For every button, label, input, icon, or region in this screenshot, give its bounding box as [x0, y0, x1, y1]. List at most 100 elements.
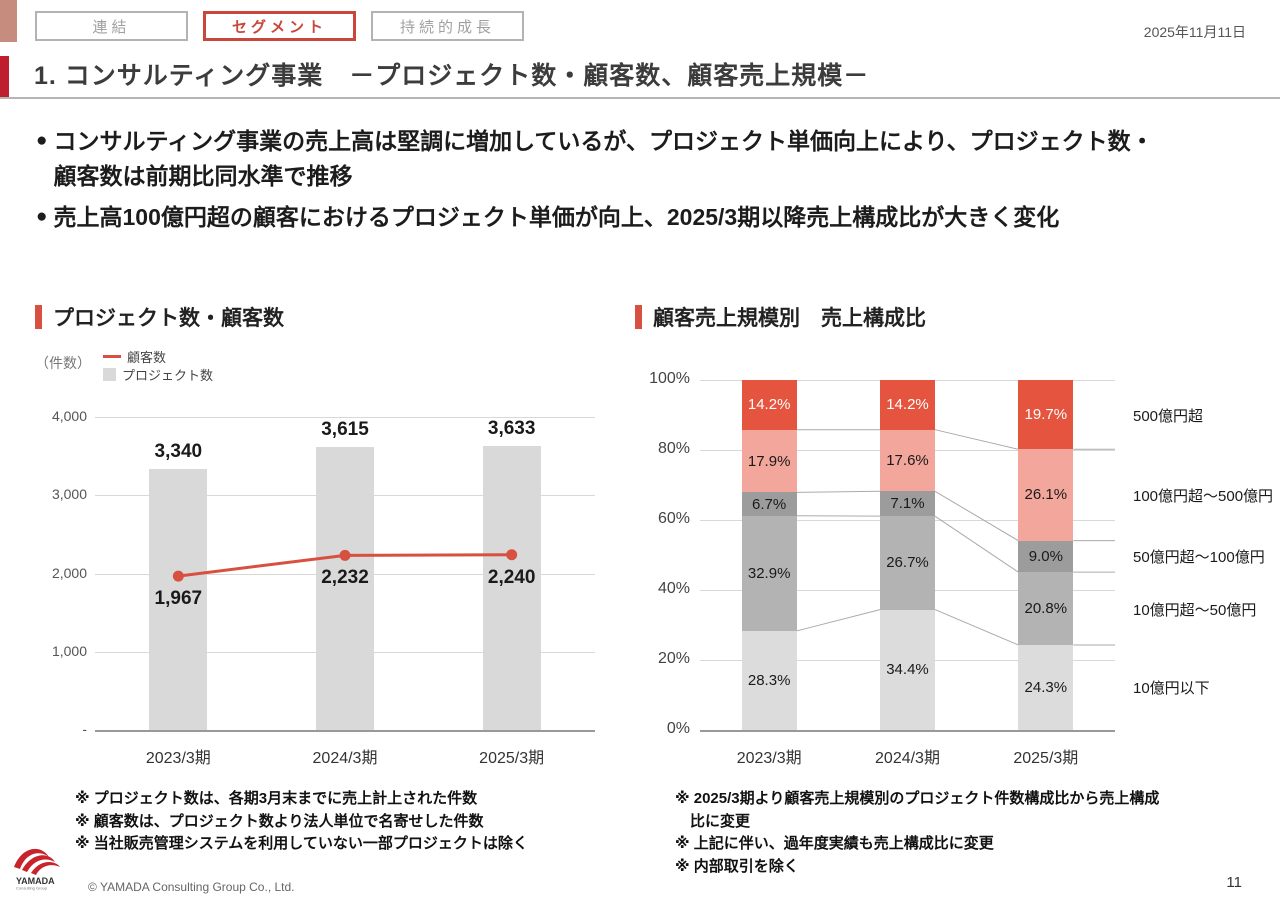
line-value-label: 2,240: [487, 566, 536, 588]
customer-count-line-series: [172, 549, 518, 582]
customer-count-point: [339, 549, 351, 561]
bullet-line: 売上高100億円超の顧客におけるプロジェクト単価が向上、2025/3期以降売上構…: [53, 204, 1060, 230]
stack-segment: 7.1%: [880, 491, 935, 517]
bullet-line: 顧客数は前期比同水準で推移: [53, 162, 353, 189]
stack-segment: 24.3%: [1018, 644, 1074, 730]
tab-sustainable-growth[interactable]: 持続的成長: [371, 11, 524, 41]
logo-subtext: Consulting Group: [16, 886, 48, 891]
y-axis-tick-label: 20%: [657, 650, 690, 667]
segment-value-label: 34.4%: [886, 661, 929, 679]
bar-value-label: 3,633: [487, 417, 536, 439]
stack-segment: 34.4%: [880, 609, 935, 730]
bullet-line: コンサルティング事業の売上高は堅調に増加しているが、プロジェクト単価向上により、…: [53, 128, 1154, 154]
projects-customers-chart: （件数） 顧客数 プロジェクト数 4,000 3,000 2,000 1,000 - 3,…: [35, 345, 605, 775]
stack-segment: 6.7%: [741, 492, 797, 516]
y-axis-tick-label: 1,000: [51, 642, 87, 659]
footnote-line: ※ プロジェクト数は、各期3月末までに売上計上された件数: [75, 790, 478, 807]
stack-segment: 32.9%: [741, 515, 797, 631]
y-axis-tick-label: 2,000: [51, 564, 87, 581]
footnote-line: 比に変更: [675, 812, 751, 830]
right-chart-footnotes: ※ 2025/3期より顧客売上規模別のプロジェクト件数構成比から売上構成 比に変…: [675, 788, 1159, 878]
stack-segment: 20.8%: [1018, 572, 1074, 645]
x-axis-label: 2023/3期: [145, 750, 211, 767]
segment-band-label: 10億円以下: [1133, 680, 1210, 698]
y-axis-tick-label: 3,000: [51, 486, 87, 503]
connector-line: [934, 515, 1019, 573]
tab-bar: 連結 セグメント 持続的成長: [35, 11, 524, 41]
segment-band-label: 500億円超: [1133, 407, 1204, 425]
project-count-bar: [482, 445, 541, 730]
left-chart-footnotes: ※ プロジェクト数は、各期3月末までに売上計上された件数 ※ 顧客数は、プロジェク…: [75, 788, 528, 856]
report-date: 2025年11月11日: [1143, 24, 1246, 40]
legend-label-customers: 顧客数: [127, 349, 167, 365]
bullet-marker: ●: [36, 206, 48, 227]
y-axis-tick-label: 100%: [649, 370, 690, 387]
footnote-line: ※ 当社販売管理システムを利用していない一部プロジェクトは除く: [75, 835, 528, 852]
segment-value-label: 24.3%: [1024, 678, 1068, 696]
section-accent-bar: [35, 305, 42, 329]
segment-value-label: 6.7%: [752, 495, 787, 513]
segment-value-label: 14.2%: [747, 396, 791, 414]
yamada-logo-mark: YAMADA Consulting Group: [14, 848, 60, 891]
connector-line: [934, 609, 1019, 646]
right-chart-title: 顧客売上規模別 売上構成比: [635, 302, 926, 332]
footnote-line: ※ 2025/3期より顧客売上規模別のプロジェクト件数構成比から売上構成: [675, 790, 1160, 807]
bullet-text: 売上高100億円超の顧客におけるプロジェクト単価が向上、2025/3期以降売上構…: [53, 200, 1059, 235]
segment-value-label: 26.1%: [1024, 486, 1068, 504]
stack-segment: 17.6%: [880, 429, 935, 492]
y-axis-tick-label: 4,000: [51, 408, 87, 424]
legend-label-projects: プロジェクト数: [122, 367, 214, 383]
tab-consolidated[interactable]: 連結: [35, 11, 188, 41]
y-axis-tick-label: 60%: [657, 510, 690, 527]
project-count-bar: [149, 468, 208, 730]
bullet-item: ● コンサルティング事業の売上高は堅調に増加しているが、プロジェクト単価向上により…: [36, 124, 1264, 193]
x-axis-label: 2025/3期: [1013, 750, 1079, 767]
composition-chart-plot: 0% 20% 40% 60% 80% 100% 28.3% 32.9% 6.7% 17.9% 14.…: [649, 370, 1273, 767]
x-axis-label: 2024/3期: [312, 750, 378, 767]
summary-bullets: ● コンサルティング事業の売上高は堅調に増加しているが、プロジェクト単価向上により…: [36, 124, 1264, 242]
project-count-bar: [316, 447, 374, 730]
segment-value-label: 14.2%: [886, 396, 929, 414]
footnote-line: ※ 内部取引を除く: [675, 857, 799, 875]
stack-segment: 14.2%: [741, 380, 797, 430]
connector-line: [796, 490, 881, 493]
legend-bar-swatch: [103, 367, 116, 381]
stack-segment: 17.9%: [741, 429, 797, 493]
corner-accent: [0, 0, 17, 42]
tab-segment[interactable]: セグメント: [203, 11, 356, 41]
bullet-text: コンサルティング事業の売上高は堅調に増加しているが、プロジェクト単価向上により、…: [53, 124, 1153, 193]
connector-line: [934, 490, 1019, 542]
y-axis-tick-label: 0%: [666, 720, 690, 737]
bar-value-label: 3,615: [321, 419, 369, 441]
right-chart-title-text: 顧客売上規模別 売上構成比: [653, 307, 926, 330]
connector-line: [796, 609, 881, 632]
copyright: © YAMADA Consulting Group Co., Ltd.: [88, 880, 295, 894]
title-divider: [0, 97, 1280, 99]
segment-value-label: 26.7%: [886, 554, 929, 572]
yamada-logo: YAMADA Consulting Group: [10, 841, 85, 891]
footnote-line: ※ 上記に伴い、過年度実績も売上構成比に変更: [675, 835, 994, 852]
gridline: [700, 730, 1115, 732]
segment-connector-lines: [796, 429, 1115, 646]
segment-band-label: 100億円超～500億円: [1133, 487, 1274, 505]
section-accent-bar: [635, 305, 642, 329]
stack-segment: 26.1%: [1018, 449, 1074, 541]
segment-value-label: 20.8%: [1024, 600, 1068, 618]
segment-value-label: 32.9%: [747, 564, 791, 582]
page-number: 11: [1226, 874, 1242, 891]
segment-value-label: 17.6%: [886, 452, 929, 470]
legend-row-projects: プロジェクト数: [103, 365, 213, 383]
segment-value-label: 19.7%: [1024, 406, 1068, 424]
segment-value-label: 28.3%: [747, 671, 791, 689]
title-accent-bar: [0, 56, 9, 97]
segment-band-label: 10億円超～50億円: [1133, 601, 1257, 619]
gridline: [95, 417, 595, 418]
footnote-line: ※ 顧客数は、プロジェクト数より法人単位で名寄せした件数: [75, 812, 484, 830]
stack-segment: 19.7%: [1018, 380, 1074, 450]
projects-chart-plot: 4,000 3,000 2,000 1,000 - 3,340 3,615 3,633 1,96…: [52, 408, 595, 767]
bullet-item: ● 売上高100億円超の顧客におけるプロジェクト単価が向上、2025/3期以降売上…: [36, 200, 1264, 235]
legend-line-swatch: [103, 354, 121, 358]
bar-value-label: 3,340: [154, 440, 203, 462]
stack-segment: 14.2%: [880, 380, 935, 430]
